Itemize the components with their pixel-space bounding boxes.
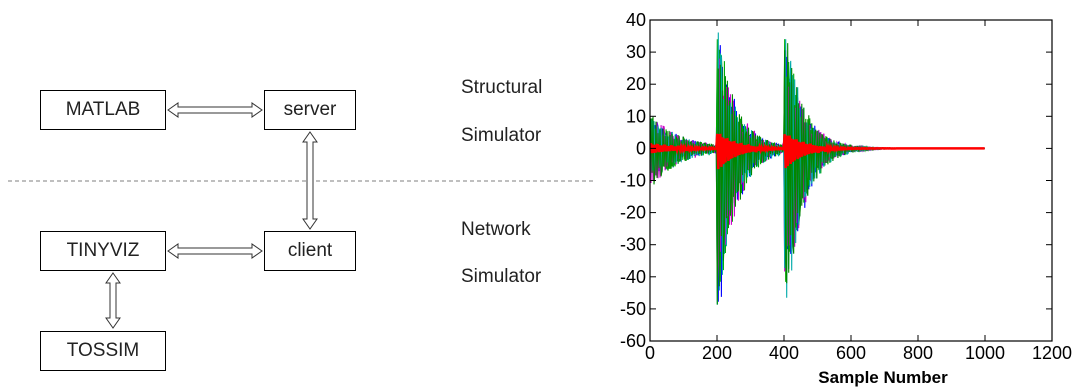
y-tick-label: 10	[626, 106, 646, 126]
series-line-5	[650, 43, 985, 305]
tinyviz-tossim-arrow	[105, 272, 121, 329]
server-label: server	[283, 99, 337, 120]
matlab-label: MATLAB	[65, 99, 141, 120]
structural-label-2: Simulator	[461, 125, 542, 146]
tossim-label: TOSSIM	[66, 340, 140, 361]
structural-label-1: Structural	[461, 77, 543, 98]
plot-area	[650, 32, 985, 305]
y-tick-label: -20	[620, 203, 646, 223]
network-label-1: Network	[461, 219, 531, 240]
series-line-6	[650, 133, 985, 170]
x-tick-label: 1000	[965, 343, 1005, 363]
y-tick-label: -30	[620, 235, 646, 255]
y-tick-label: 40	[626, 10, 646, 30]
client-box: client	[264, 231, 356, 271]
tinyviz-box: TINYVIZ	[40, 231, 166, 271]
x-tick-label: 1200	[1032, 343, 1072, 363]
x-tick-label: 800	[903, 343, 933, 363]
y-tick-label: 20	[626, 74, 646, 94]
signal-chart: 0 200 400 600 800 1000 1200 40 30 20 10 0 -10 -20 -30 -…	[620, 10, 1072, 387]
server-client-arrow	[302, 131, 318, 230]
tinyviz-label: TINYVIZ	[66, 240, 140, 261]
matlab-server-arrow	[167, 102, 263, 118]
x-axis-label: Sample Number	[818, 368, 948, 387]
x-tick-label: 200	[702, 343, 732, 363]
server-box: server	[264, 90, 356, 130]
chart-axes: 0 200 400 600 800 1000 1200 40 30 20 10 0 -10 -20 -30 -…	[620, 10, 1072, 363]
y-tick-label: 30	[626, 42, 646, 62]
tossim-box: TOSSIM	[40, 331, 166, 371]
y-tick-label: -50	[620, 299, 646, 319]
diagram-connectors	[8, 102, 595, 329]
matlab-box: MATLAB	[40, 90, 166, 130]
plot-frame	[649, 19, 1053, 342]
x-tick-label: 0	[645, 343, 655, 363]
y-tick-label: -10	[620, 171, 646, 191]
x-tick-label: 400	[769, 343, 799, 363]
y-tick-label: -60	[620, 331, 646, 351]
tinyviz-client-arrow	[167, 243, 263, 259]
x-tick-label: 600	[836, 343, 866, 363]
network-label-2: Simulator	[461, 266, 542, 287]
client-label: client	[287, 240, 333, 261]
y-tick-label: 0	[636, 138, 646, 158]
y-tick-label: -40	[620, 267, 646, 287]
